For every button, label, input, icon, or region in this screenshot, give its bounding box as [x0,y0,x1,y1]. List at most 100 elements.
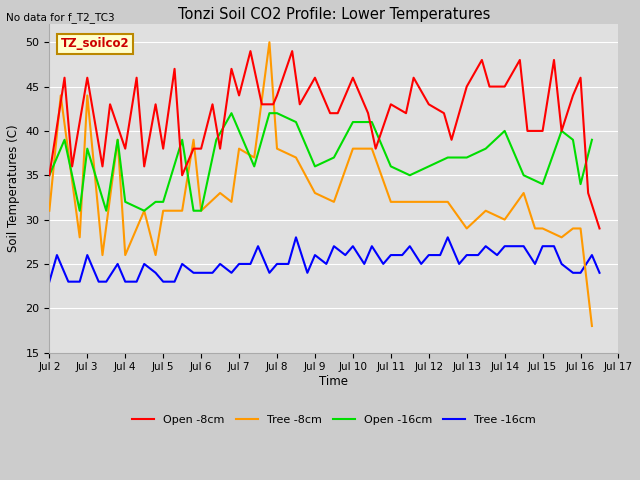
Open -8cm [410,75,417,81]
Tree -8cm [83,93,91,98]
Open -8cm [140,164,148,169]
Tree -8cm [292,155,300,160]
Open -16cm [189,208,197,214]
Open -8cm [478,57,486,63]
Open -8cm [83,75,91,81]
Open -16cm [45,172,53,178]
Text: No data for f_T2_TC3: No data for f_T2_TC3 [6,12,115,23]
Legend: Open -8cm, Tree -8cm, Open -16cm, Tree -16cm: Open -8cm, Tree -8cm, Open -16cm, Tree -… [127,410,540,429]
Tree -8cm [197,208,205,214]
Open -8cm [122,146,129,152]
X-axis label: Time: Time [319,375,348,388]
Tree -16cm [455,261,463,267]
Line: Open -16cm: Open -16cm [49,113,592,211]
Open -16cm [228,110,236,116]
Tree -8cm [406,199,413,205]
Tree -8cm [273,146,281,152]
Tree -8cm [501,216,509,222]
Open -8cm [387,101,395,107]
Tree -16cm [292,234,300,240]
Open -8cm [311,75,319,81]
Open -16cm [273,110,281,116]
Tree -8cm [179,208,186,214]
Tree -8cm [539,226,547,231]
Tree -8cm [588,323,596,329]
Tree -8cm [228,199,236,205]
Tree -8cm [122,252,129,258]
Tree -8cm [250,155,258,160]
Open -16cm [482,146,490,152]
Open -16cm [311,164,319,169]
Tree -8cm [152,252,159,258]
Open -16cm [76,208,84,214]
Open -16cm [250,164,258,169]
Open -8cm [425,101,433,107]
Open -8cm [197,146,205,152]
Open -16cm [159,199,167,205]
Tree -16cm [102,279,110,285]
Open -8cm [501,84,509,89]
Tree -8cm [76,234,84,240]
Open -8cm [569,93,577,98]
Open -8cm [228,66,236,72]
Tree -8cm [368,146,376,152]
Open -16cm [368,119,376,125]
Tree -8cm [114,137,122,143]
Open -8cm [326,110,334,116]
Open -16cm [152,199,159,205]
Open -16cm [292,119,300,125]
Open -8cm [61,75,68,81]
Line: Tree -8cm: Tree -8cm [49,42,592,326]
Open -8cm [45,172,53,178]
Tree -16cm [65,279,72,285]
Open -16cm [425,164,433,169]
Open -8cm [99,164,106,169]
Open -8cm [402,110,410,116]
Open -16cm [588,137,596,143]
Open -16cm [83,146,91,152]
Open -16cm [557,128,565,134]
Tree -8cm [425,199,433,205]
Tree -8cm [531,226,539,231]
Open -16cm [406,172,413,178]
Open -16cm [444,155,452,160]
Open -8cm [539,128,547,134]
Open -16cm [463,155,470,160]
Open -8cm [289,48,296,54]
Tree -8cm [463,226,470,231]
Tree -8cm [45,208,53,214]
Open -8cm [486,84,493,89]
Open -16cm [266,110,273,116]
Tree -8cm [236,146,243,152]
Open -16cm [501,128,509,134]
Open -8cm [349,75,356,81]
Open -16cm [236,128,243,134]
Tree -16cm [132,279,140,285]
Open -8cm [577,75,584,81]
Tree -8cm [330,199,338,205]
Open -8cm [448,137,456,143]
Open -8cm [209,101,216,107]
Open -8cm [179,172,186,178]
Open -16cm [114,137,122,143]
Tree -8cm [189,137,197,143]
Open -8cm [152,101,159,107]
Tree -8cm [577,226,584,231]
Open -8cm [258,101,266,107]
Tree -8cm [482,208,490,214]
Open -8cm [216,146,224,152]
Open -8cm [596,226,604,231]
Open -8cm [132,75,140,81]
Tree -8cm [569,226,577,231]
Tree -16cm [189,270,197,276]
Open -8cm [557,128,565,134]
Tree -8cm [387,199,395,205]
Open -16cm [387,164,395,169]
Open -16cm [179,137,186,143]
Open -16cm [577,181,584,187]
Tree -8cm [99,252,106,258]
Open -16cm [349,119,356,125]
Tree -8cm [159,208,167,214]
Open -8cm [106,101,114,107]
Open -16cm [569,137,577,143]
